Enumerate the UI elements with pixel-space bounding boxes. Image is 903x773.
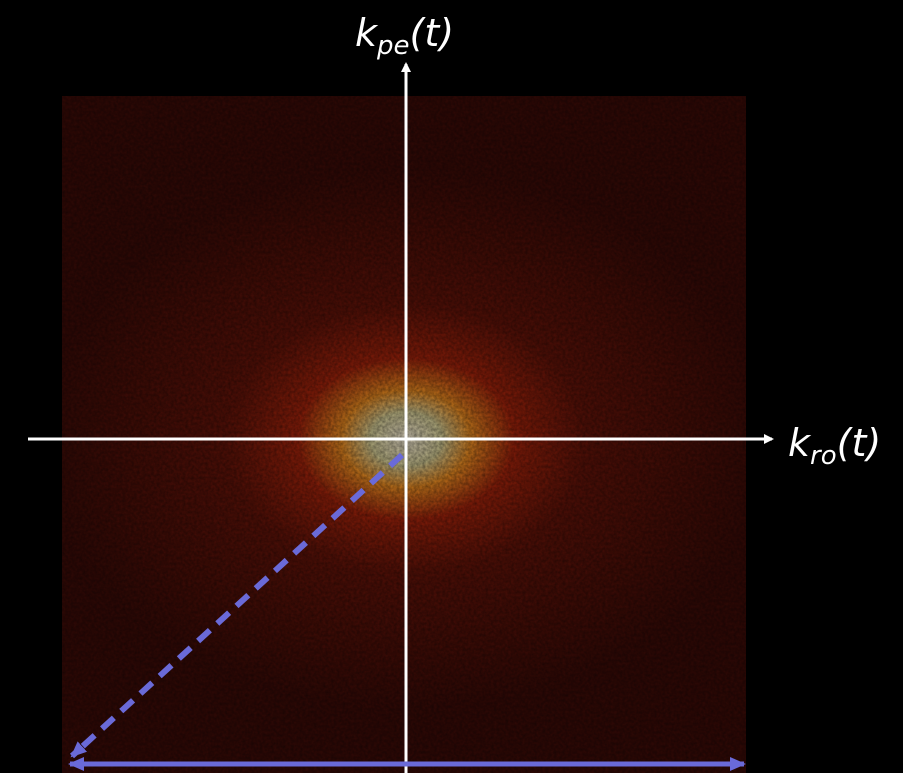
horizontal-axis-label: kro(t) <box>788 421 881 471</box>
label-base: k <box>788 421 812 465</box>
label-base: k <box>355 11 379 55</box>
label-suffix: (t) <box>410 11 455 55</box>
image-noise <box>62 96 746 773</box>
label-suffix: (t) <box>837 421 882 465</box>
vertical-axis-label: kpe(t) <box>355 11 454 61</box>
label-subscript: ro <box>810 441 837 471</box>
diagonal-dashed-arrow <box>69 452 405 759</box>
label-subscript: pe <box>376 31 410 61</box>
